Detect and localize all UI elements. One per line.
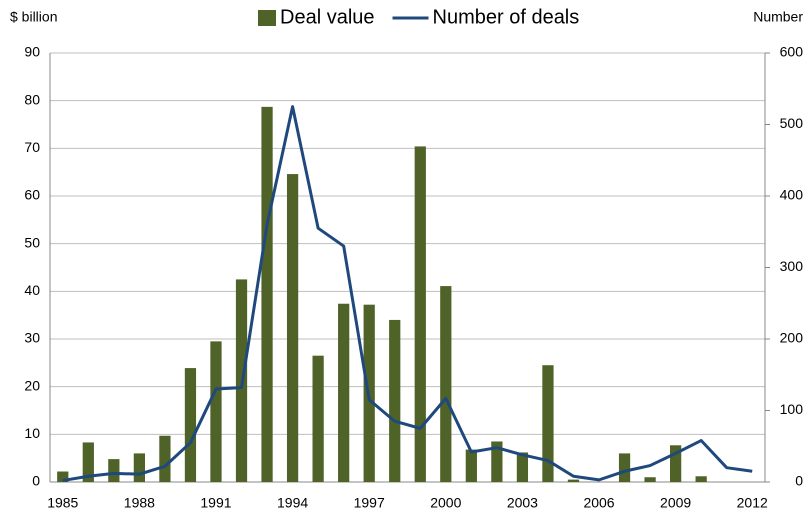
y-axis-label: $ billion [10, 9, 57, 25]
bar [389, 319, 401, 482]
bar [210, 341, 222, 482]
y2-tick-label: 400 [780, 187, 804, 203]
bar [567, 479, 580, 482]
y2-tick-label: 300 [780, 258, 804, 274]
y-tick-label: 70 [24, 139, 40, 155]
x-tick-label: 2012 [737, 495, 768, 511]
bar [261, 106, 273, 482]
bar [82, 442, 94, 482]
bar [108, 459, 120, 482]
bar [440, 286, 452, 482]
bar [184, 368, 197, 482]
bar [491, 441, 503, 482]
x-tick-label: 1997 [354, 495, 385, 511]
y2-axis-label: Number [753, 9, 803, 25]
bar [159, 435, 171, 482]
y-tick-label: 0 [32, 473, 40, 489]
x-tick-label: 2006 [583, 495, 614, 511]
y-tick-label: 40 [24, 282, 40, 298]
bar [414, 146, 426, 482]
bar [133, 453, 145, 482]
x-tick-label: 1988 [124, 495, 155, 511]
line [62, 105, 753, 483]
legend-label: Number of deals [433, 6, 580, 28]
bar [618, 453, 631, 482]
bar [57, 471, 69, 482]
legend-swatch [258, 10, 276, 26]
y2-tick-label: 200 [780, 330, 804, 346]
bar [542, 365, 554, 482]
bar [286, 174, 299, 482]
x-tick-label: 1985 [47, 495, 78, 511]
y2-tick-label: 600 [780, 44, 804, 60]
x-tick-label: 2003 [507, 495, 538, 511]
y-tick-label: 10 [24, 425, 40, 441]
bar [670, 445, 682, 482]
bar [312, 355, 324, 482]
bar [644, 477, 656, 482]
x-tick-label: 1991 [200, 495, 231, 511]
y2-tick-label: 100 [780, 401, 804, 417]
y-tick-label: 90 [24, 44, 40, 60]
x-tick-label: 2009 [660, 495, 691, 511]
y-tick-label: 80 [24, 91, 40, 107]
y-tick-label: 30 [24, 330, 40, 346]
bar [516, 452, 529, 482]
x-tick-label: 2000 [430, 495, 461, 511]
bar [338, 303, 350, 482]
bar [465, 449, 477, 482]
y2-tick-label: 500 [780, 115, 804, 131]
y-tick-label: 50 [24, 234, 40, 250]
bar [695, 476, 707, 482]
y-tick-label: 60 [24, 187, 40, 203]
y-tick-label: 20 [24, 377, 40, 393]
x-tick-label: 1994 [277, 495, 308, 511]
y2-tick-label: 0 [795, 473, 803, 489]
legend-label: Deal value [280, 6, 375, 28]
